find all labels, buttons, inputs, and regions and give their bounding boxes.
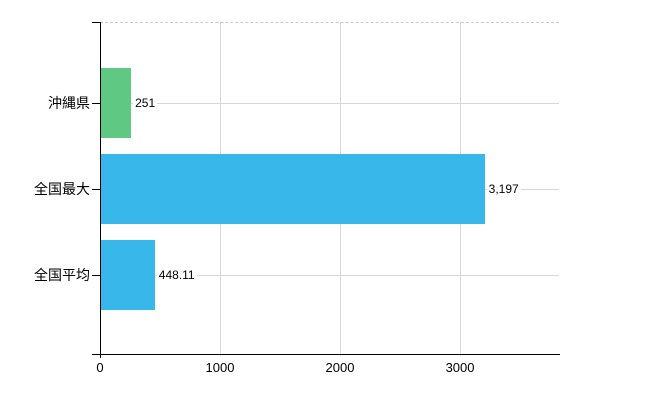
x-axis-tick-label: 0: [96, 360, 104, 375]
plot-top-border: [100, 22, 559, 23]
bar-value-label: 3,197: [486, 182, 521, 196]
x-axis-tick-label: 3000: [445, 360, 475, 375]
x-axis-line: [92, 354, 560, 355]
bar: [101, 68, 132, 138]
bar: [101, 154, 485, 224]
category-label: 全国最大: [34, 181, 90, 197]
bar-value-label: 448.11: [156, 268, 197, 282]
category-tick: [92, 103, 100, 104]
category-gridline: [101, 275, 559, 276]
category-tick: [92, 189, 100, 190]
y-axis-line: [100, 22, 101, 358]
bar: [101, 240, 155, 310]
x-axis-tick-label: 1000: [205, 360, 235, 375]
x-axis-tick-label: 2000: [325, 360, 355, 375]
category-label: 沖縄県: [48, 95, 90, 111]
bar-value-label: 251: [133, 96, 158, 110]
category-label: 全国平均: [34, 267, 90, 283]
category-gridline: [101, 103, 559, 104]
y-axis-top-tick: [92, 22, 100, 23]
category-tick: [92, 275, 100, 276]
